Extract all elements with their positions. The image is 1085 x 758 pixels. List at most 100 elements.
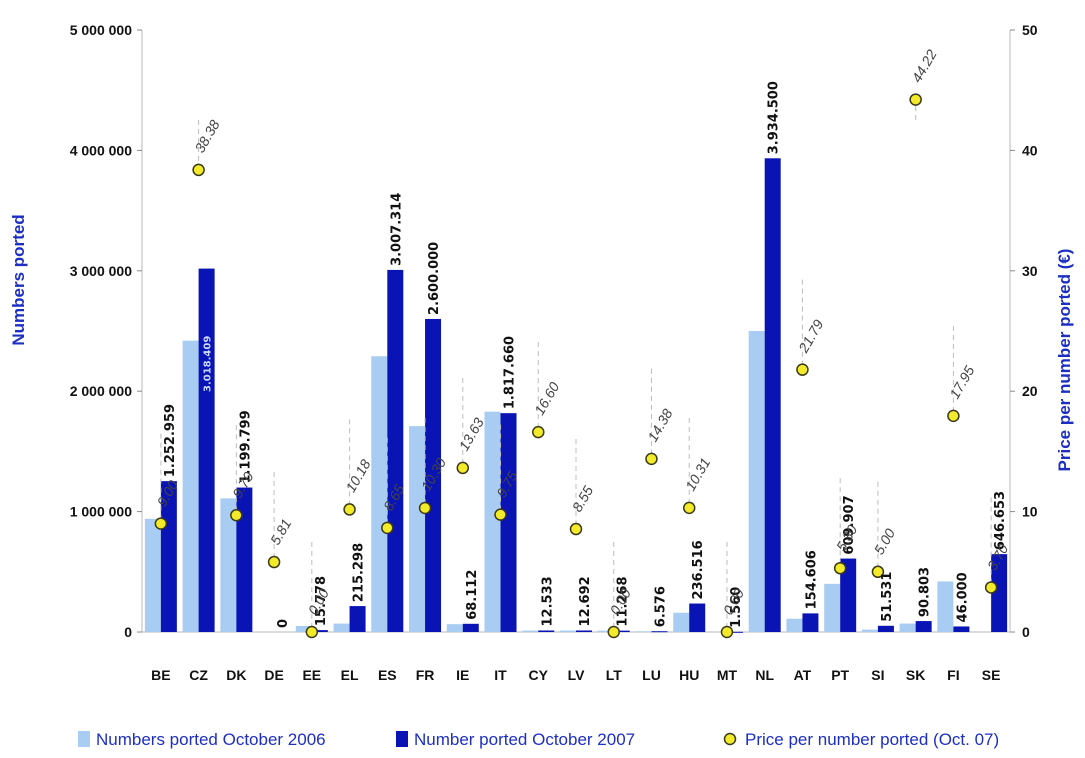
- value-label-2007-lt: 11.268: [616, 576, 631, 626]
- bar-2006-lt: [597, 630, 614, 632]
- value-label-2007-ee: 15.778: [314, 576, 329, 626]
- bar-2007-fi: [953, 626, 970, 632]
- category-label-dk: DK: [226, 667, 246, 683]
- y2-tick-label: 0: [1022, 624, 1030, 640]
- price-label-el: 10.18: [342, 456, 373, 495]
- price-point-fi: [947, 409, 960, 423]
- legend: Numbers ported October 2006 Number ported…: [78, 730, 999, 749]
- bar-2006-dk: [220, 498, 237, 632]
- bar-2007-hu: [689, 603, 706, 632]
- category-label-be: BE: [151, 667, 170, 683]
- legend-swatch-2007: [396, 731, 408, 747]
- bar-2007-pt: [840, 558, 857, 632]
- price-label-cy: 16.60: [531, 379, 562, 418]
- category-label-el: EL: [341, 667, 359, 683]
- y2-tick-label: 40: [1022, 142, 1038, 158]
- bar-2007-fr: [425, 318, 442, 632]
- value-label-2007-be: 1.252.959: [163, 404, 178, 477]
- bar-2006-be: [144, 518, 161, 632]
- bar-2006-sk: [899, 623, 916, 632]
- series-2006: [144, 331, 954, 632]
- category-label-se: SE: [982, 667, 1001, 683]
- bar-2007-lt: [613, 630, 630, 632]
- category-label-lv: LV: [568, 667, 586, 683]
- bar-2006-cy: [522, 630, 539, 632]
- legend-swatch-price: [723, 732, 737, 746]
- y-tick-label: 5 000 000: [70, 22, 132, 38]
- category-label-de: DE: [264, 667, 283, 683]
- price-label-sk: 44.22: [908, 47, 939, 86]
- value-label-2007-si: 51.531: [880, 572, 895, 622]
- price-point-dk: [230, 508, 243, 522]
- price-point-es: [381, 521, 394, 535]
- bar-2007-es: [387, 269, 404, 632]
- value-label-2007-mt: 1.560: [729, 587, 744, 628]
- category-label-cy: CY: [529, 667, 549, 683]
- legend-label-2006: Numbers ported October 2006: [96, 730, 326, 749]
- bar-2006-pt: [824, 583, 841, 632]
- value-label-2007-nl: 3.934.500: [767, 81, 782, 154]
- bar-2007-si: [877, 625, 894, 632]
- series-price: [154, 93, 998, 639]
- value-label-2007-dk: 1.199.799: [238, 410, 253, 483]
- value-label-2007-cz: 3.018.409: [203, 336, 214, 392]
- price-point-hu: [682, 501, 696, 515]
- price-point-lv: [569, 522, 583, 536]
- bar-2007-mt: [726, 631, 743, 633]
- bar-2006-ie: [446, 624, 463, 632]
- category-label-ee: EE: [302, 667, 321, 683]
- price-point-pt: [833, 561, 847, 575]
- price-label-at: 21.79: [795, 317, 827, 356]
- bar-2006-at: [786, 618, 803, 632]
- price-point-fr: [418, 501, 432, 515]
- legend-label-2007: Number ported October 2007: [414, 730, 635, 749]
- value-label-2007-it: 1.817.660: [503, 336, 518, 409]
- price-point-it: [494, 508, 507, 521]
- price-label-be: 9.00: [154, 477, 182, 509]
- price-point-ie: [456, 461, 470, 475]
- bar-2007-el: [349, 606, 366, 632]
- price-point-de: [267, 555, 281, 569]
- bar-2006-hu: [673, 612, 690, 632]
- bar-2007-nl: [764, 158, 781, 632]
- y2-tick-label: 30: [1022, 263, 1038, 279]
- price-drop-lines: [160, 93, 992, 626]
- bar-2006-si: [861, 629, 878, 632]
- bar-2007-lu: [651, 631, 668, 633]
- category-label-cz: CZ: [189, 667, 208, 683]
- bar-2007-ee: [311, 630, 328, 632]
- series-2007: [160, 158, 1008, 633]
- category-label-si: SI: [871, 667, 884, 683]
- value-label-2007-sk: 90.803: [918, 567, 933, 617]
- value-label-2007-se: 646.653: [993, 491, 1008, 550]
- price-point-mt: [720, 625, 734, 639]
- bar-2007-at: [802, 613, 819, 632]
- price-point-cz: [192, 163, 205, 177]
- legend-label-price: Price per number ported (Oct. 07): [745, 730, 999, 749]
- data-labels: 1.252.9599.003.018.40938.381.199.7999.70…: [154, 47, 1012, 628]
- value-label-2007-lu: 6.576: [653, 586, 668, 627]
- bar-2007-sk: [915, 621, 932, 632]
- y2-tick-label: 10: [1022, 504, 1038, 520]
- y2-tick-label: 20: [1022, 383, 1038, 399]
- value-label-2007-ie: 68.112: [465, 570, 480, 620]
- value-label-2007-lv: 12.692: [578, 576, 593, 626]
- bar-2006-fr: [409, 426, 426, 632]
- category-label-fi: FI: [947, 667, 959, 683]
- price-point-si: [871, 565, 885, 579]
- axes: 0 1 000 000 2 000 000 3 000 000 4 000 000 5 0…: [9, 22, 1074, 640]
- category-label-at: AT: [794, 667, 812, 683]
- price-label-lv: 8.55: [569, 483, 597, 515]
- y-tick-label: 4 000 000: [70, 142, 132, 158]
- price-label-ie: 13.63: [456, 415, 487, 454]
- price-point-sk: [909, 93, 922, 106]
- bar-2007-se: [991, 554, 1008, 632]
- price-label-de: 5.81: [267, 516, 294, 548]
- category-label-ie: IE: [456, 667, 469, 683]
- price-point-lu: [645, 452, 658, 466]
- bar-2006-lv: [560, 630, 576, 632]
- value-label-2007-at: 154.606: [804, 550, 819, 609]
- price-label-cz: 38.38: [191, 117, 222, 156]
- value-label-2007-el: 215.298: [352, 543, 367, 602]
- category-label-pt: PT: [831, 667, 849, 683]
